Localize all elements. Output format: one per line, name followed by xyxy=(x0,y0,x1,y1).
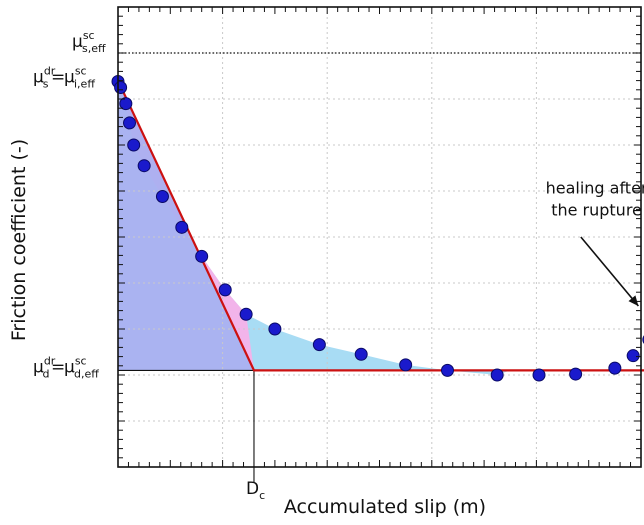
y-marker-label-mu_s-left: μdr s xyxy=(33,65,56,91)
data-point xyxy=(532,368,546,382)
linear-weakening-line xyxy=(117,80,644,372)
data-point xyxy=(155,190,169,204)
x-marker-label-Dc: Dc xyxy=(246,479,265,502)
data-point xyxy=(218,283,232,297)
data-point xyxy=(239,307,253,321)
y-marker-label-mu_d-right: μsc d,eff xyxy=(64,354,99,380)
data-point xyxy=(123,116,137,130)
data-point xyxy=(490,368,504,382)
grid-layer xyxy=(118,7,641,467)
data-point xyxy=(440,363,454,377)
y-marker-label-mu_d-left: μdr d xyxy=(33,354,56,380)
annotation-line: healing after xyxy=(546,178,644,197)
data-point xyxy=(268,322,282,336)
annotation-line: the rupture xyxy=(551,200,642,219)
y-axis-title: Friction coefficient (-) xyxy=(8,139,30,341)
data-point xyxy=(137,159,151,173)
y-marker-equals-mu_d: = xyxy=(51,357,65,377)
y-marker-label-mu_s_eff: μsc s,eff xyxy=(72,29,106,55)
data-point xyxy=(175,220,189,234)
data-point xyxy=(114,81,128,94)
data-point xyxy=(127,138,141,152)
y-marker-equals-mu_s: = xyxy=(51,68,65,88)
y-marker-label-mu_s-right: μsc i,eff xyxy=(64,65,95,91)
data-point xyxy=(195,249,209,263)
data-point xyxy=(608,361,622,375)
annotation-arrow-line xyxy=(580,236,639,307)
data-point xyxy=(354,347,368,361)
data-point xyxy=(399,358,413,372)
data-point xyxy=(119,97,133,111)
data-point xyxy=(626,349,640,363)
annotation-arrow-head xyxy=(628,295,639,306)
data-point xyxy=(569,367,583,381)
frame-layer xyxy=(117,6,642,468)
data-point xyxy=(312,338,326,352)
x-axis-title: Accumulated slip (m) xyxy=(284,496,486,518)
